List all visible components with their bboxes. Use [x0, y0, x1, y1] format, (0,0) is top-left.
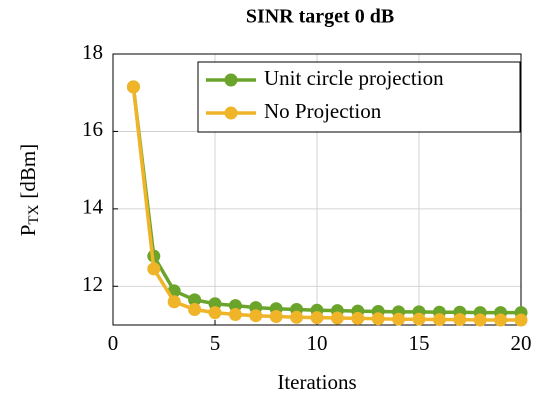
- y-axis-label: PTX [dBm]: [16, 144, 43, 237]
- legend-label: Unit circle projection: [264, 66, 444, 90]
- x-tick-label: 0: [108, 331, 119, 355]
- legend-marker: [224, 106, 238, 120]
- y-tick-label: 12: [82, 272, 103, 296]
- y-tick-label: 18: [82, 40, 103, 64]
- chart-title: SINR target 0 dB: [246, 6, 394, 28]
- x-axis-label: Iterations: [277, 370, 356, 394]
- marker: [228, 308, 242, 322]
- legend-box: [197, 61, 521, 133]
- marker: [228, 299, 242, 313]
- marker: [514, 313, 528, 327]
- marker: [208, 297, 222, 311]
- marker: [188, 293, 202, 307]
- marker: [412, 312, 426, 326]
- marker: [351, 311, 365, 325]
- marker: [290, 310, 304, 324]
- x-tick-label: 15: [409, 331, 430, 355]
- marker: [188, 303, 202, 317]
- marker: [432, 313, 446, 327]
- marker: [269, 309, 283, 323]
- plot-frame: [112, 53, 522, 326]
- marker: [371, 312, 385, 326]
- marker: [453, 313, 467, 327]
- marker: [330, 311, 344, 325]
- marker: [473, 313, 487, 327]
- legend-marker: [224, 73, 238, 87]
- y-tick-label: 16: [82, 117, 103, 141]
- y-label-base: P: [16, 225, 40, 237]
- x-tick-label: 20: [511, 331, 532, 355]
- x-tick-label: 5: [210, 331, 221, 355]
- x-tick-label: 10: [307, 331, 328, 355]
- marker: [249, 309, 263, 323]
- marker: [310, 311, 324, 325]
- marker: [126, 80, 140, 94]
- y-tick-label: 14: [82, 195, 104, 219]
- legend-label: No Projection: [264, 99, 382, 123]
- y-label-subscript: TX: [26, 204, 42, 224]
- marker: [494, 313, 508, 327]
- marker: [208, 306, 222, 320]
- y-label-suffix: [dBm]: [16, 144, 40, 199]
- marker: [167, 295, 181, 309]
- marker: [147, 262, 161, 276]
- marker: [392, 312, 406, 326]
